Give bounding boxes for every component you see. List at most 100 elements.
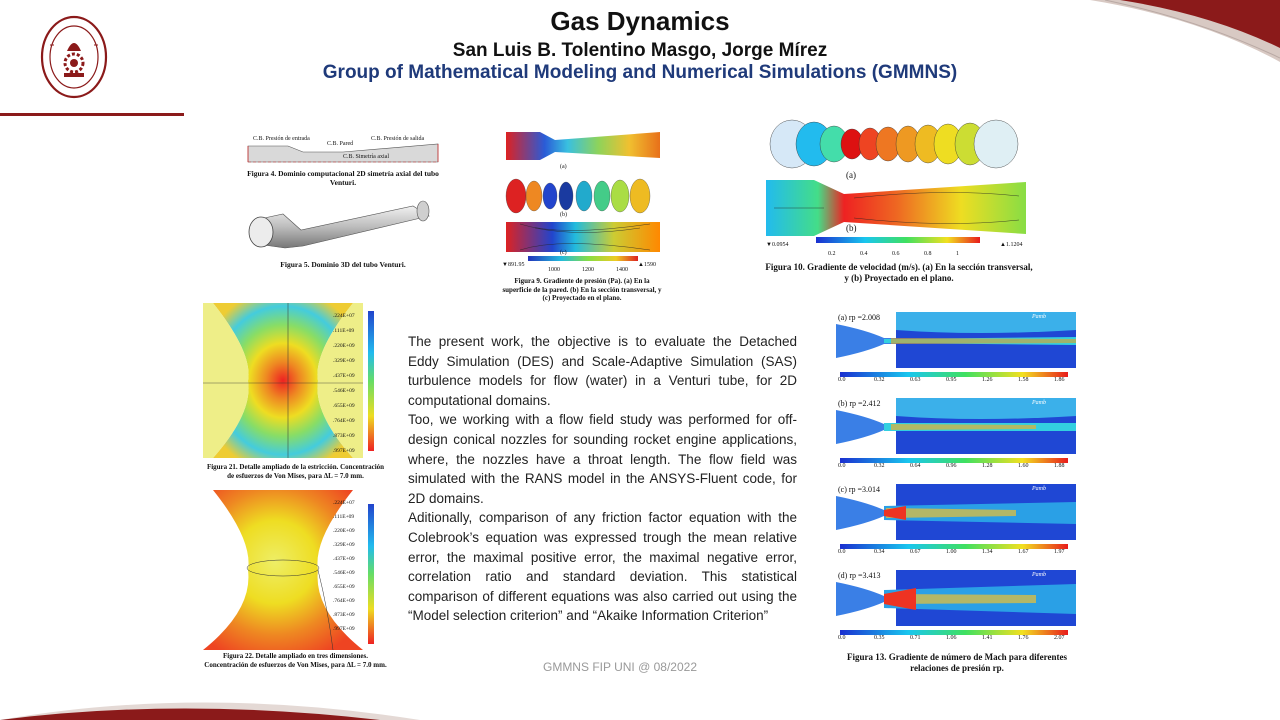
fig13-a-tick-0: 0.0 xyxy=(838,377,846,383)
fig10-sub-a: (a) xyxy=(846,170,856,180)
fig13-a-tick-6: 1.86 xyxy=(1054,377,1065,383)
fig13-panel-b: (b) rp =2.412 Pamb 0.0 0.32 0.64 0.96 1.… xyxy=(836,396,1078,476)
fig13-b-tick-2: 0.64 xyxy=(910,463,921,469)
fig13-d-tick-5: 1.76 xyxy=(1018,635,1029,641)
fig22-scale-5: .546E+09 xyxy=(333,570,355,576)
fig13-b-tick-3: 0.96 xyxy=(946,463,957,469)
fig13-b-tick-5: 1.60 xyxy=(1018,463,1029,469)
fig13-b-tick-1: 0.32 xyxy=(874,463,885,469)
fig10-tick-0: 0.2 xyxy=(828,251,836,257)
figure-5: Figura 5. Dominio 3D del tubo Venturi. xyxy=(243,192,443,272)
fig9-tick-1: 1200 xyxy=(582,267,594,273)
fig9-tick-2: 1400 xyxy=(616,267,628,273)
fig9-sub-c: (c) xyxy=(560,250,567,256)
fig9-tick-0: 1000 xyxy=(548,267,560,273)
fig10-max: ▲1.1204 xyxy=(1000,242,1023,248)
fig13-d-tick-4: 1.41 xyxy=(982,635,993,641)
body-paragraph-3: Aditionally, comparison of any friction … xyxy=(408,510,797,624)
figure-22: Figura 22. Detalle ampliado en tres dime… xyxy=(203,490,388,678)
fig22-scale-3: .329E+09 xyxy=(333,542,355,548)
fig21-scale-9: .997E+09 xyxy=(333,448,355,454)
fig13-panel-a-label: (a) rp =2.008 xyxy=(838,313,881,322)
group-name: Group of Mathematical Modeling and Numer… xyxy=(322,62,958,83)
fig13-panel-b-label: (b) rp =2.412 xyxy=(838,399,881,408)
fig9-max: ▲1590 xyxy=(638,262,656,268)
fig13-c-tick-6: 1.97 xyxy=(1054,549,1065,555)
fig13-panel-d-label: (d) rp =3.413 xyxy=(838,571,881,580)
fig13-a-tick-3: 0.95 xyxy=(946,377,957,383)
fig13-c-tick-1: 0.34 xyxy=(874,549,885,555)
fig13-b-tick-0: 0.0 xyxy=(838,463,846,469)
fig13-panel-a-pamb: Pamb xyxy=(1032,314,1046,320)
fig22-scale-7: .764E+09 xyxy=(333,598,355,604)
fig10-sub-b: (b) xyxy=(846,223,857,233)
fig22-scale-0: .224E+07 xyxy=(333,500,355,506)
figure-4: C.B. Presión de entrada C.B. Pared C.B. … xyxy=(243,134,443,187)
page-title: Gas Dynamics xyxy=(550,6,730,36)
fig21-scale-0: .224E+07 xyxy=(333,313,355,319)
authors-line: San Luis B. Tolentino Masgo, Jorge Mírez xyxy=(452,40,828,61)
fig13-a-tick-1: 0.32 xyxy=(874,377,885,383)
figure-13: (a) rp =2.008 Pamb 0.0 0.32 0.63 0.95 1.… xyxy=(836,310,1078,680)
fig13-d-tick-3: 1.06 xyxy=(946,635,957,641)
fig13-a-tick-5: 1.58 xyxy=(1018,377,1029,383)
fig10-tick-1: 0.4 xyxy=(860,251,868,257)
fig13-c-tick-5: 1.67 xyxy=(1018,549,1029,555)
corner-decoration-bottom-left xyxy=(0,702,420,720)
fig13-panel-c-pamb: Pamb xyxy=(1032,486,1046,492)
body-text: The present work, the objective is to ev… xyxy=(408,332,797,626)
fig21-scale-6: .655E+09 xyxy=(333,403,355,409)
fig21-scale-4: .437E+09 xyxy=(333,373,355,379)
fig21-scale-2: .220E+09 xyxy=(333,343,355,349)
fig13-d-tick-1: 0.35 xyxy=(874,635,885,641)
fig10-min: ▼0.0954 xyxy=(766,242,789,248)
university-seal-logo xyxy=(40,15,108,99)
fig4-label-outlet: C.B. Presión de salida xyxy=(371,136,425,142)
fig22-scale-1: .111E+09 xyxy=(333,514,355,520)
fig13-d-tick-0: 0.0 xyxy=(838,635,846,641)
fig13-a-tick-2: 0.63 xyxy=(910,377,921,383)
corner-decoration-top-right xyxy=(1090,0,1280,62)
fig22-scale-9: .997E+09 xyxy=(333,626,355,632)
fig13-b-tick-6: 1.88 xyxy=(1054,463,1065,469)
figure-10: (a) (b) ▼0.0954 ▲1.1204 0.2 0.4 0.6 0.8 … xyxy=(764,118,1034,288)
fig9-sub-b: (b) xyxy=(560,212,567,218)
fig5-caption: Figura 5. Dominio 3D del tubo Venturi. xyxy=(280,260,406,269)
fig9-caption: Figura 9. Gradiente de presión (Pa). (a)… xyxy=(502,277,662,302)
fig13-c-tick-4: 1.34 xyxy=(982,549,993,555)
footer-text: GMMNS FIP UNI @ 08/2022 xyxy=(542,660,697,674)
fig10-tick-2: 0.6 xyxy=(892,251,900,257)
fig21-scale-1: .111E+09 xyxy=(333,328,355,334)
header-divider xyxy=(0,113,184,116)
fig10-tick-4: 1 xyxy=(956,251,959,257)
fig21-scale-7: .764E+09 xyxy=(333,418,355,424)
fig13-panel-d-pamb: Pamb xyxy=(1032,572,1046,578)
figure-9: (a) (b) (c) ▼891.95 ▲1590 1000 1200 1400… xyxy=(500,128,664,303)
fig13-panel-b-pamb: Pamb xyxy=(1032,400,1046,406)
fig10-caption: Figura 10. Gradiente de velocidad (m/s).… xyxy=(765,262,1033,283)
fig13-panel-a: (a) rp =2.008 Pamb 0.0 0.32 0.63 0.95 1.… xyxy=(836,310,1078,390)
fig22-scale-6: .655E+09 xyxy=(333,584,355,590)
fig13-panel-c-label: (c) rp =3.014 xyxy=(838,485,881,494)
fig21-caption: Figura 21. Detalle ampliado de la estric… xyxy=(206,463,385,480)
fig13-caption: Figura 13. Gradiente de número de Mach p… xyxy=(847,652,1067,673)
fig22-scale-4: .437E+09 xyxy=(333,556,355,562)
fig9-disc-row xyxy=(505,178,651,214)
body-paragraph-1: The present work, the objective is to ev… xyxy=(408,334,797,408)
fig22-caption: Figura 22. Detalle ampliado en tres dime… xyxy=(204,652,387,669)
fig4-label-inlet: C.B. Presión de entrada xyxy=(253,136,310,142)
fig13-panel-c: (c) rp =3.014 Pamb 0.0 0.34 0.67 1.00 1.… xyxy=(836,482,1078,562)
fig22-colorbar-labels: .224E+07 .111E+09 .220E+09 .329E+09 .437… xyxy=(333,500,377,640)
fig21-colorbar-labels: .224E+07 .111E+09 .220E+09 .329E+09 .437… xyxy=(333,313,377,454)
body-paragraph-2: Too, we working with a flow field study … xyxy=(408,412,797,506)
fig13-c-tick-3: 1.00 xyxy=(946,549,957,555)
fig13-d-tick-2: 0.71 xyxy=(910,635,921,641)
fig13-c-tick-2: 0.67 xyxy=(910,549,921,555)
fig4-caption: Figura 4. Dominio computacional 2D simet… xyxy=(247,169,439,187)
fig21-scale-5: .546E+09 xyxy=(333,388,355,394)
fig13-b-tick-4: 1.28 xyxy=(982,463,993,469)
fig22-scale-8: .873E+09 xyxy=(333,612,355,618)
fig10-tick-3: 0.8 xyxy=(924,251,932,257)
fig13-c-tick-0: 0.0 xyxy=(838,549,846,555)
fig13-d-tick-6: 2.07 xyxy=(1054,635,1065,641)
